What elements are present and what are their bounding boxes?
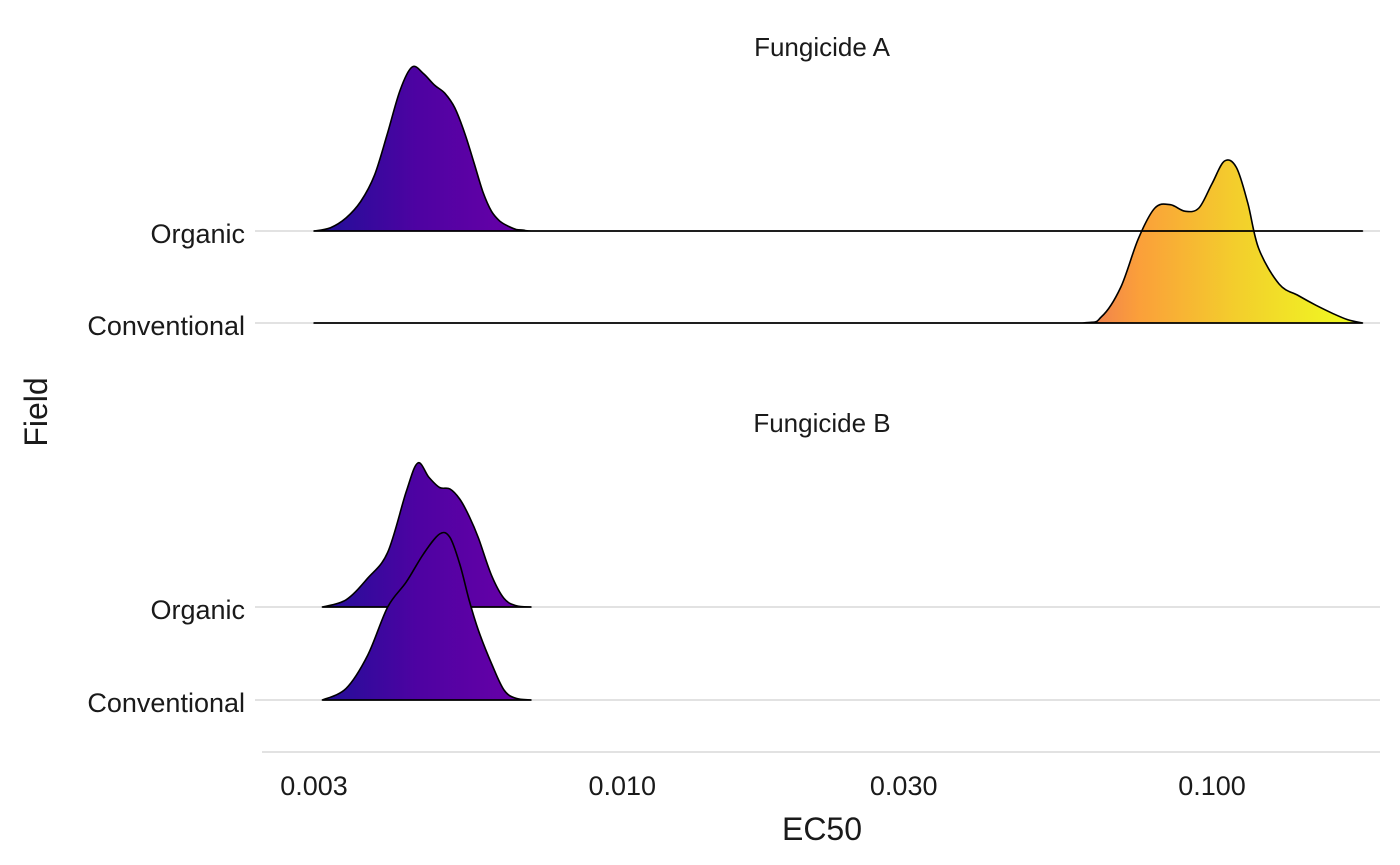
x-tick-label-0-003: 0.003 xyxy=(280,771,348,801)
y-tick-label-conventional-b: Conventional xyxy=(87,688,245,718)
y-axis-title: Field xyxy=(18,377,54,446)
x-tick-label-0-030: 0.030 xyxy=(870,771,938,801)
y-tick-label-organic-b: Organic xyxy=(150,595,245,625)
x-tick-label-0-100: 0.100 xyxy=(1178,771,1246,801)
x-tick-label-0-010: 0.010 xyxy=(589,771,657,801)
panel-title-fungicide-b: Fungicide B xyxy=(753,408,890,438)
ridge-organic-fungicide-b xyxy=(321,461,532,608)
x-axis-title: EC50 xyxy=(782,811,862,847)
x-axis-ticks: 0.003 0.010 0.030 0.100 xyxy=(280,771,1246,801)
y-tick-label-conventional-a: Conventional xyxy=(87,311,245,341)
panel-fungicide-b: Fungicide B Organic Conventional xyxy=(87,408,1380,718)
ridges-panel-a xyxy=(313,65,1364,324)
ridge-conventional-fungicide-a xyxy=(313,159,1364,324)
panel-fungicide-a: Fungicide A Organic Conventional xyxy=(87,32,1380,341)
ridge-conventional-fungicide-b xyxy=(321,531,532,701)
panel-title-fungicide-a: Fungicide A xyxy=(754,32,891,62)
y-tick-label-organic-a: Organic xyxy=(150,219,245,249)
ridges-panel-b xyxy=(321,461,532,701)
